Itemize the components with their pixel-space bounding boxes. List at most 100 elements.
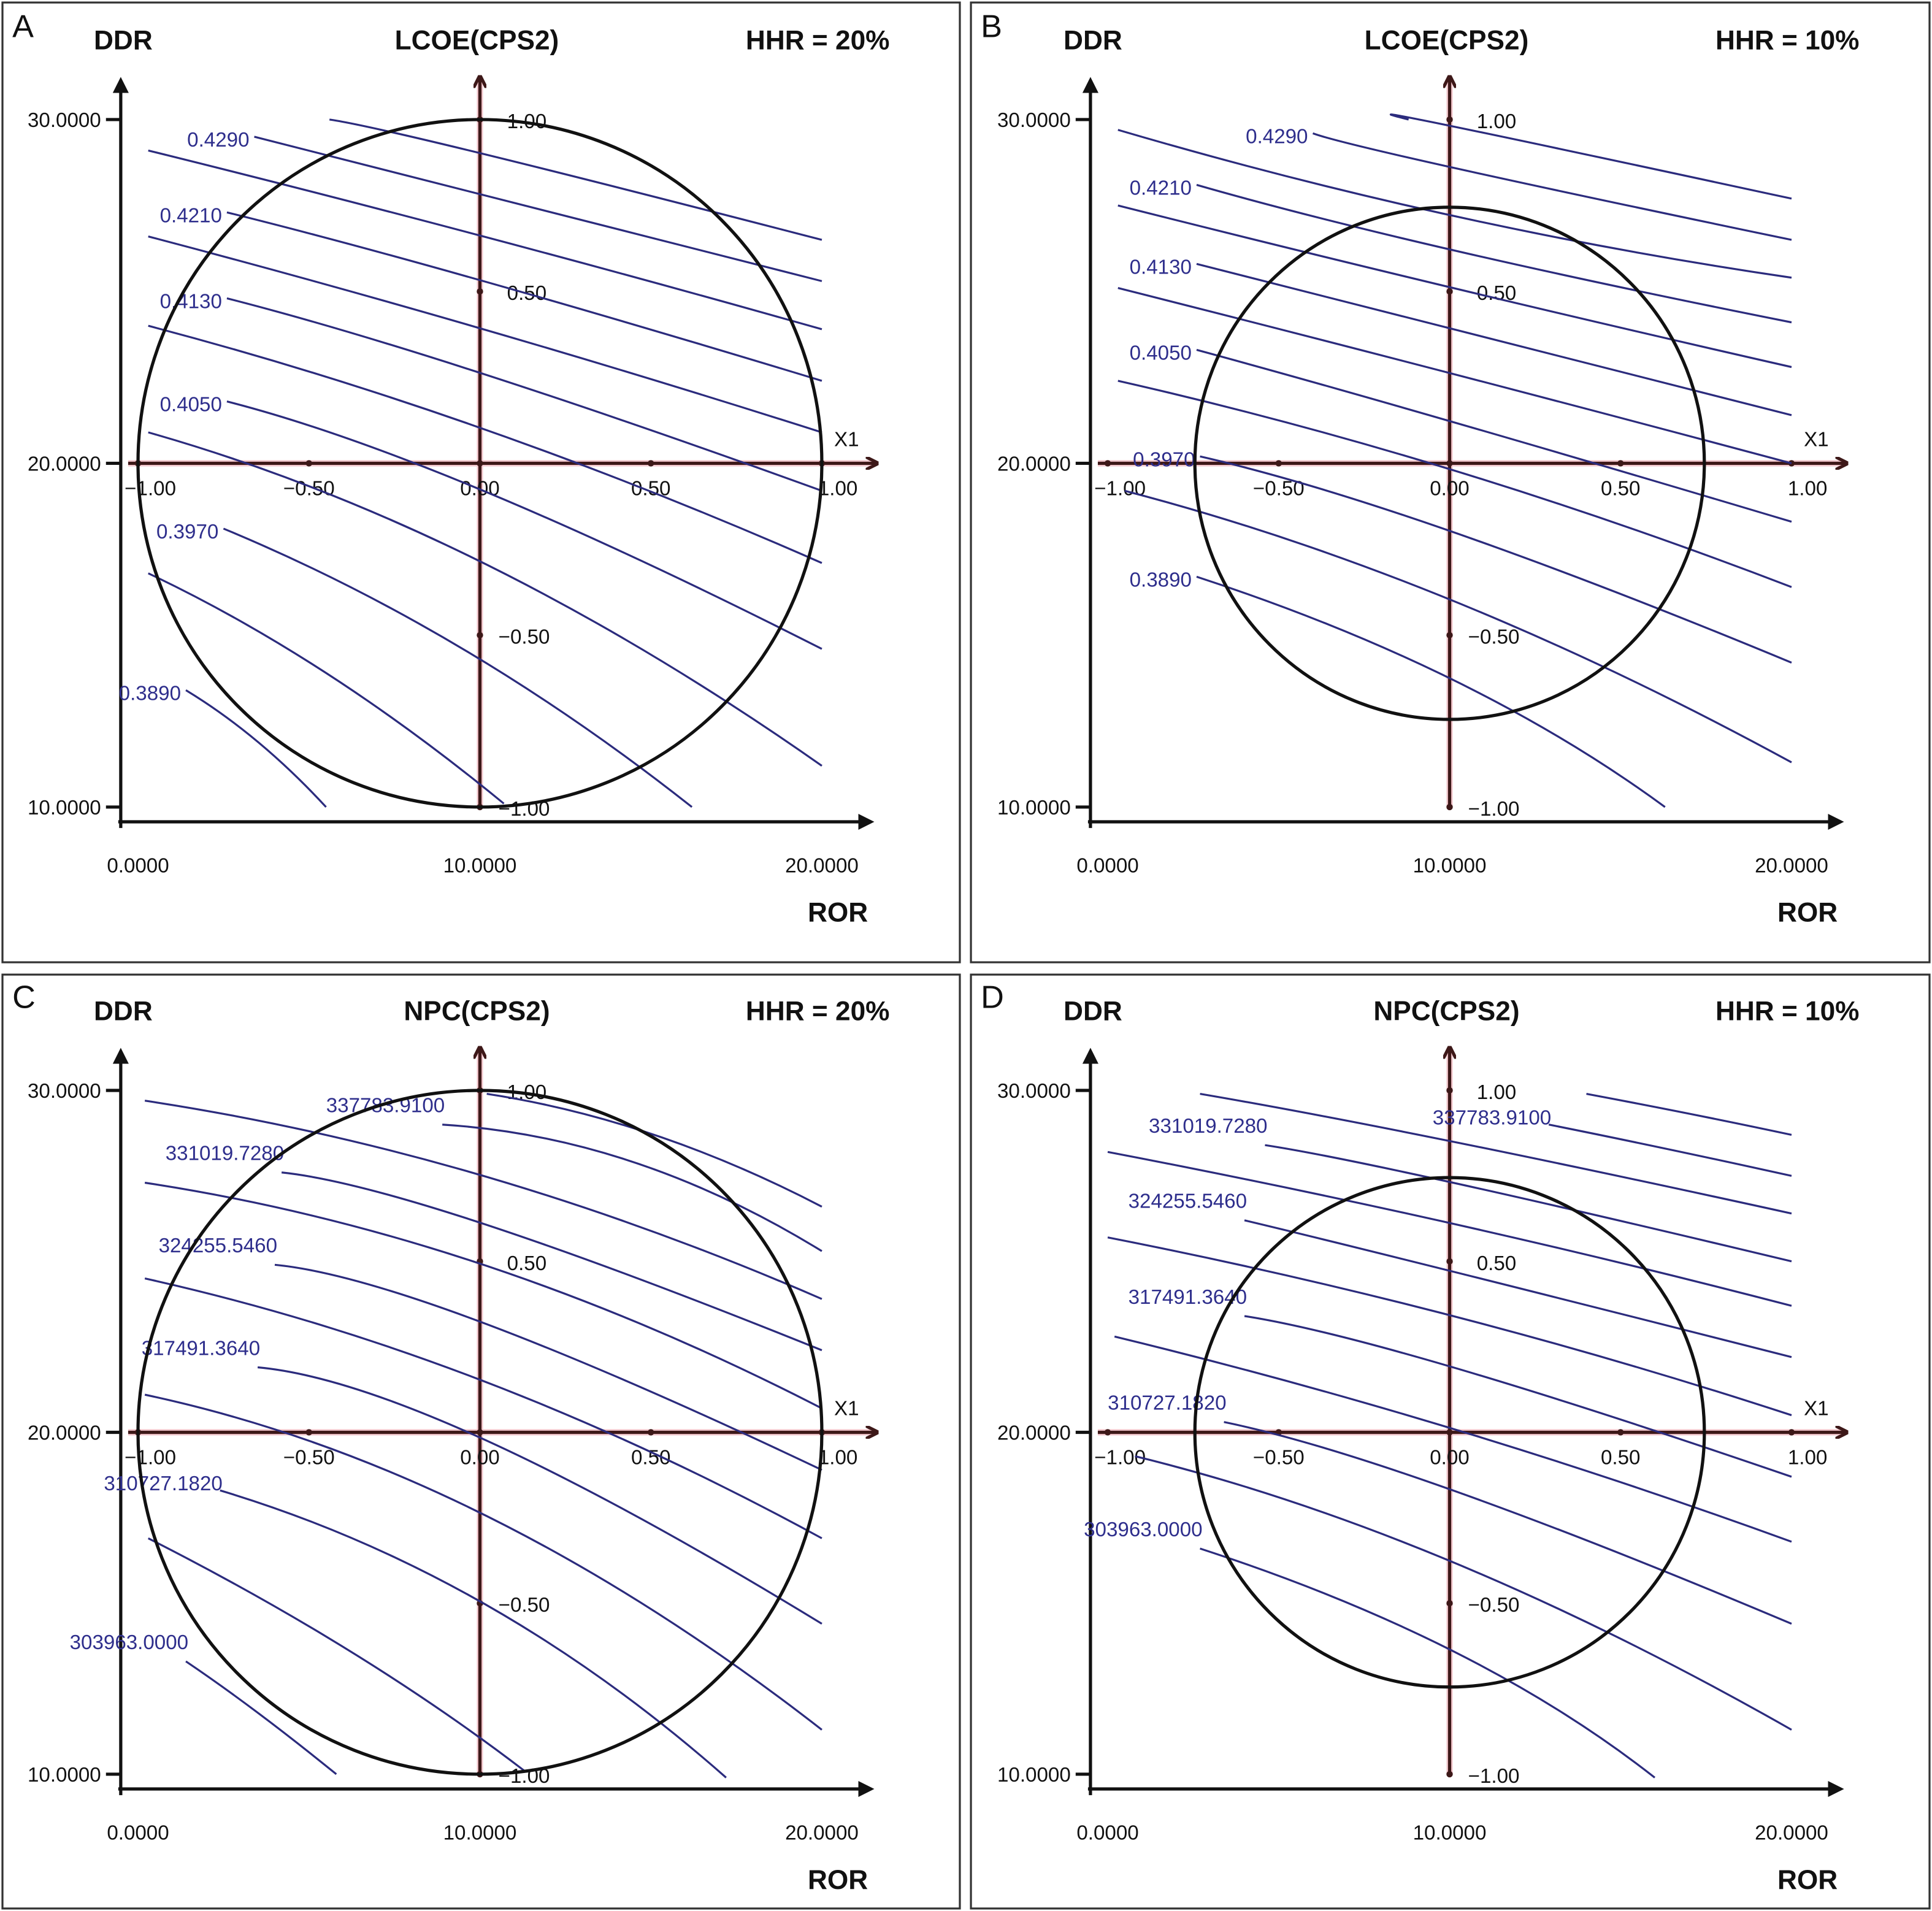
coded-x-tick-label: −0.50 <box>1253 1447 1305 1469</box>
panel-condition: HHR = 20% <box>746 996 890 1026</box>
x-axis-label: ROR <box>1777 1865 1838 1895</box>
coded-x-tick-label: 1.00 <box>1788 478 1827 500</box>
y-axis-label: DDR <box>1064 996 1122 1026</box>
coded-y-tick-label: −1.00 <box>1468 798 1520 821</box>
design-region-circle <box>136 1089 824 1776</box>
contour-label: 0.3970 <box>156 521 218 543</box>
contour-line <box>1117 129 1792 279</box>
x-tick-label: 0.0000 <box>1076 1821 1138 1844</box>
contour-line <box>1200 1092 1792 1215</box>
coded-x-tick-label: −0.50 <box>283 1447 335 1469</box>
contour-line <box>1200 1547 1655 1779</box>
coded-y-tick-dot <box>1446 288 1453 295</box>
coded-x-tick-dot <box>1275 460 1282 467</box>
coded-x-tick-dot <box>1788 1429 1795 1436</box>
contour-label: 310727.1820 <box>104 1473 222 1495</box>
x-tick-label: 20.0000 <box>1755 854 1828 877</box>
panel-condition: HHR = 10% <box>1715 25 1860 55</box>
coded-axis-label: X1 <box>1804 1397 1829 1420</box>
contour-line <box>185 689 327 808</box>
coded-y-tick-label: −0.50 <box>499 626 550 649</box>
coded-x-tick-label: −1.00 <box>125 1447 176 1469</box>
coded-y-tick-label: 0.50 <box>507 1252 546 1275</box>
contour-line <box>1117 287 1792 464</box>
coded-x-tick-dot <box>305 1429 312 1436</box>
contour-label: 0.4210 <box>1130 177 1192 200</box>
x-tick-label: 10.0000 <box>443 1821 517 1844</box>
contour-line <box>1107 1151 1792 1307</box>
contour-line <box>223 527 693 808</box>
coded-x-tick-dot <box>1446 1429 1453 1436</box>
coded-x-tick-label: 0.00 <box>1430 1447 1469 1469</box>
coded-y-tick-dot <box>477 632 483 638</box>
x-axis-label: ROR <box>1777 898 1838 928</box>
contour-label: 324255.5460 <box>159 1235 277 1257</box>
coded-y-tick-dot <box>1446 1599 1453 1607</box>
x-tick-label: 20.0000 <box>785 1821 859 1844</box>
y-tick-label: 10.0000 <box>28 797 101 819</box>
contour-line <box>254 136 822 282</box>
panel-frame <box>1 973 961 1910</box>
coded-x-tick-label: 1.00 <box>818 478 857 500</box>
contour-label: 0.4050 <box>1130 342 1192 365</box>
panel-title: LCOE(CPS2) <box>395 25 559 55</box>
contour-label: 0.4050 <box>160 394 222 416</box>
x-tick-label: 10.0000 <box>1413 1821 1487 1844</box>
coded-x-tick-label: −1.00 <box>1094 478 1146 500</box>
contour-line <box>226 211 822 382</box>
contour-label: 317491.3640 <box>142 1337 260 1360</box>
contour-lines: 0.4290 0.4210 0.4130 0.4050 0.3970 0.3890 <box>119 118 822 808</box>
x-tick-label: 20.0000 <box>785 854 859 877</box>
contour-lines: 337783.9100 331019.7280 324255.5460 317491.… <box>1084 1092 1792 1779</box>
coded-x-tick-dot <box>647 460 654 467</box>
y-tick-label: 10.0000 <box>997 1764 1071 1787</box>
contour-line <box>442 1124 822 1252</box>
coded-x-tick-label: 0.00 <box>460 1447 499 1469</box>
contour-line <box>281 1171 822 1352</box>
contour-label: 0.3890 <box>1130 569 1192 591</box>
y-tick-label: 30.0000 <box>28 109 101 132</box>
coded-x-tick-dot <box>1104 1429 1111 1436</box>
contour-line <box>144 1100 822 1300</box>
panel-letter: A <box>12 9 34 44</box>
contour-line <box>1389 113 1792 200</box>
panel-frame <box>970 1 1931 963</box>
coded-x-tick-dot <box>1617 1429 1624 1436</box>
coded-x-tick-dot <box>305 460 312 467</box>
coded-y-tick-label: 0.50 <box>1477 1252 1516 1275</box>
x-axis-label: ROR <box>808 898 868 928</box>
y-tick-label: 10.0000 <box>28 1764 101 1787</box>
y-axis-label: DDR <box>1064 25 1122 55</box>
contour-line <box>1548 1124 1792 1177</box>
coded-x-tick-label: 1.00 <box>1788 1447 1827 1469</box>
panel-frame <box>970 973 1931 1910</box>
x-tick-label: 0.0000 <box>107 854 169 877</box>
coded-axis-label: X1 <box>834 428 859 451</box>
contour-line <box>148 149 822 331</box>
contour-lines: 337783.9100 331019.7280 324255.5460 317491.… <box>70 1092 822 1779</box>
panel-letter: B <box>981 9 1002 44</box>
coded-x-tick-label: 1.00 <box>818 1447 857 1469</box>
y-tick-label: 20.0000 <box>997 453 1071 475</box>
coded-axis-label: X1 <box>834 1397 859 1420</box>
contour-line <box>226 297 822 492</box>
contour-label: 331019.7280 <box>166 1143 284 1165</box>
contour-label: 0.4130 <box>1130 256 1192 278</box>
contour-label: 317491.3640 <box>1129 1286 1247 1309</box>
contour-label: 337783.9100 <box>326 1095 445 1117</box>
coded-x-tick-dot <box>477 1429 483 1436</box>
coded-y-tick-dot <box>1446 1771 1453 1778</box>
y-tick-label: 30.0000 <box>28 1080 101 1103</box>
contour-line <box>1117 380 1792 588</box>
contour-line <box>1312 132 1792 241</box>
coded-x-tick-label: 0.50 <box>1601 478 1640 500</box>
panel-condition: HHR = 10% <box>1715 996 1860 1026</box>
contour-label: 0.4210 <box>160 204 222 227</box>
contour-label: 303963.0000 <box>70 1631 188 1654</box>
contour-line <box>274 1263 822 1471</box>
contour-line <box>220 1489 727 1779</box>
panel-title: NPC(CPS2) <box>404 996 550 1026</box>
coded-y-tick-dot <box>1446 1087 1453 1094</box>
coded-y-tick-dot <box>1446 632 1453 638</box>
design-region-circle <box>136 118 824 809</box>
